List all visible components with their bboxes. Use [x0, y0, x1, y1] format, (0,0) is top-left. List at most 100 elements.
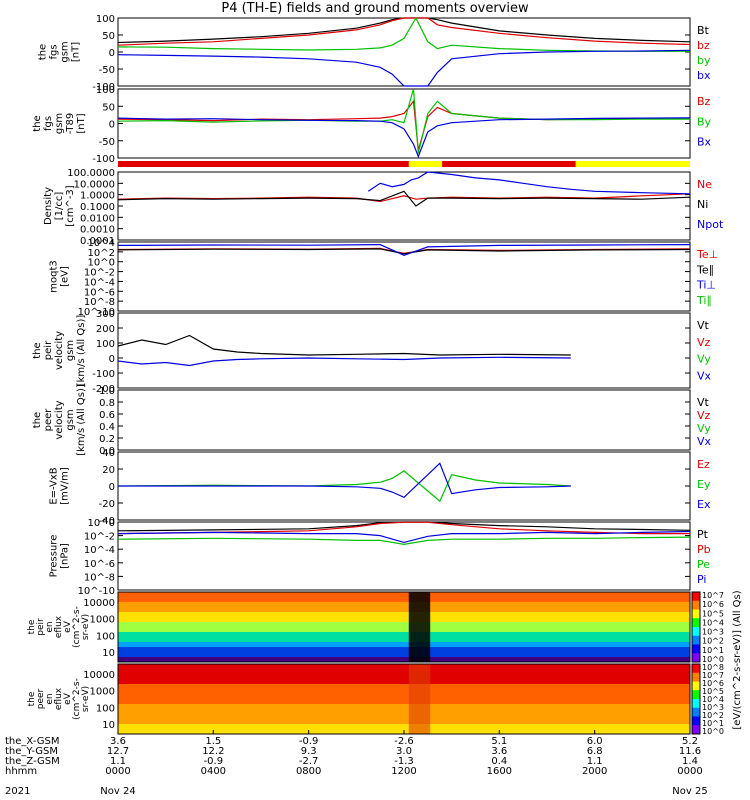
ytick-label: 10^2	[88, 248, 115, 259]
ylabel-line: [km/s (All Qs)]	[76, 315, 87, 387]
colorbar-label: [eV/(cm^2-s-sr-eV)] (All Qs)	[732, 590, 743, 729]
ytick-label: 50	[102, 102, 115, 113]
series-Npot	[367, 171, 691, 195]
colorbar-tick: 10^7	[702, 591, 724, 600]
row-value: -0.9	[299, 736, 319, 747]
spectro-band	[118, 642, 690, 648]
ylabel-line: peir	[36, 618, 46, 636]
spectro-band	[118, 607, 690, 613]
spectro-band	[118, 684, 690, 690]
row-value: 1.4	[682, 756, 698, 767]
series-Bz	[117, 99, 691, 151]
legend-entry: Vz	[697, 336, 711, 349]
ytick-label: 100.0000	[67, 168, 115, 179]
ytick-label: 10^-10	[78, 586, 115, 597]
row-value: 5.2	[682, 736, 698, 747]
ytick-label: 0	[109, 48, 115, 59]
date-end: Nov 25	[672, 786, 707, 797]
colorbar-tick: 10^3	[702, 628, 724, 637]
ylabel-line: fgs	[43, 116, 54, 131]
colorbar-swatch	[692, 690, 700, 700]
ylabel-line: gsm	[60, 41, 71, 62]
ytick-label: 0	[109, 482, 115, 493]
row-value: 1200	[391, 766, 416, 777]
spectro-band	[118, 709, 690, 715]
ytick-label: 50	[102, 31, 115, 42]
series-Te∥	[117, 248, 691, 255]
colorbar-swatch	[692, 725, 700, 735]
ytick-label: -100	[92, 82, 115, 93]
row-value: 11.6	[679, 746, 701, 757]
spectro-frame-peir-eflux	[117, 591, 691, 663]
spectro-band	[118, 652, 690, 658]
ylabel-line: E=-VxB	[49, 467, 60, 504]
legend-entry: Npot	[697, 218, 724, 231]
legend-entry: Pe	[697, 558, 710, 571]
ytick-label: 0.0	[99, 446, 115, 457]
ylabel-line: peir	[43, 340, 54, 360]
spectro-band	[118, 704, 690, 710]
ytick-label: 10^-6	[84, 559, 115, 570]
legend-entry: Ex	[697, 498, 711, 511]
ytick-label: 0.2	[99, 434, 115, 445]
spectro-band	[118, 602, 690, 608]
ytick-label: 1.0	[99, 386, 115, 397]
ytick-label: 10^-4	[84, 545, 115, 556]
ylabel-line: [mV/m]	[60, 467, 71, 505]
colorbar-tick: 10^6	[702, 600, 724, 609]
row-value: 0000	[105, 766, 130, 777]
ylabel-line: -T89	[65, 113, 76, 135]
ytick-label: 10^0	[88, 518, 115, 529]
ylabel-line: Pressure	[49, 535, 60, 578]
panel-frame-peer-velocity	[117, 389, 691, 451]
ylabel-fgs-t89: the fgs gsm -T89 [nT]	[32, 113, 87, 135]
colorbar-frame	[691, 663, 701, 735]
legend-entry: Te∥	[696, 263, 714, 276]
ylabel-line: sr-eV)	[81, 614, 91, 640]
legend-entry: Bx	[697, 136, 712, 149]
series-Pb	[117, 521, 690, 535]
ylabel-line: [km/s (All Qs)]	[76, 384, 87, 456]
row-value: 1.5	[205, 736, 221, 747]
series-Vx	[117, 356, 571, 367]
ylabel-line: the	[32, 412, 43, 428]
ylabel-line: (cm^2-s-	[72, 606, 82, 648]
colorbar-swatch	[692, 600, 700, 610]
ylabel-line: [eV]	[60, 266, 71, 287]
spectro-band	[118, 612, 690, 618]
ytick-label: 10.0000	[74, 179, 115, 190]
colorbar-tick: 10^2	[702, 711, 724, 720]
mode-bar-red	[118, 161, 690, 167]
ylabel-line: Density	[43, 187, 54, 225]
ylabel-line: en	[45, 693, 55, 704]
colorbar-swatch	[692, 681, 700, 691]
legend-entry: bz	[697, 39, 710, 52]
panel-frame-fgs-t89	[117, 88, 691, 159]
row-value: 1600	[487, 766, 512, 777]
colorbar-tick: 10^2	[702, 637, 724, 646]
legend-entry: by	[697, 54, 711, 67]
legend-entry: Ti⊥	[696, 279, 716, 292]
figure-title: P4 (TH-E) fields and ground moments over…	[221, 1, 529, 16]
colorbar-tick: 10^5	[702, 609, 724, 618]
legend-entry: Vz	[697, 409, 711, 422]
spectro-band	[118, 622, 690, 628]
panel-frame-peir-velocity	[117, 312, 691, 389]
row-value: -2.7	[299, 756, 319, 767]
spectro-band	[118, 699, 690, 705]
ytick-label: -200	[92, 384, 115, 395]
spectro-band	[118, 669, 690, 675]
ytick-label: 100	[96, 339, 115, 350]
colorbar-swatch	[692, 635, 700, 645]
spectro-band	[118, 597, 690, 603]
colorbar-tick: 10^5	[702, 687, 724, 696]
ytick-label: -40	[99, 516, 115, 527]
ylabel-line: eV	[63, 620, 73, 633]
ylabel-line: gsm	[65, 340, 76, 361]
colorbar-swatch	[692, 618, 700, 628]
ytick-label: 1000	[90, 687, 115, 698]
row-value: 12.7	[107, 746, 129, 757]
ylabel-line: eflux	[54, 687, 64, 710]
